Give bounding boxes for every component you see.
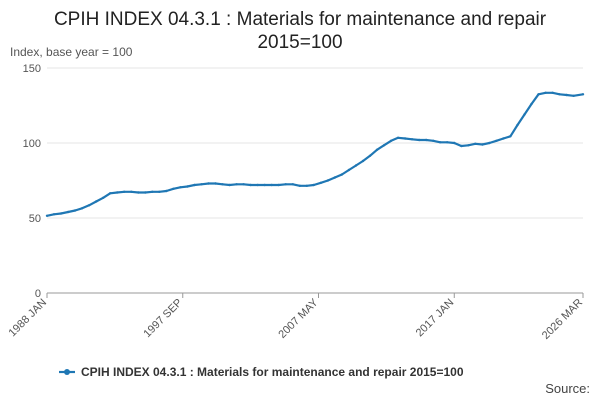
data-point-0-42 — [340, 173, 344, 176]
data-point-0-2 — [59, 212, 63, 215]
data-point-0-51 — [403, 137, 407, 140]
data-point-0-71 — [544, 91, 547, 95]
series-line-0 — [46, 91, 584, 217]
data-point-0-62 — [481, 143, 484, 146]
data-point-0-58 — [453, 141, 456, 145]
data-point-0-18 — [172, 187, 175, 190]
data-point-0-1 — [52, 213, 56, 216]
data-point-0-54 — [425, 138, 428, 142]
data-point-0-8 — [102, 196, 105, 199]
data-point-0-48 — [382, 144, 386, 147]
data-point-0-25 — [221, 183, 224, 186]
data-point-0-27 — [235, 183, 238, 186]
y-tick-label-100: 100 — [23, 138, 41, 150]
data-point-0-57 — [446, 141, 449, 144]
data-point-0-47 — [375, 148, 379, 151]
data-point-0-29 — [249, 183, 252, 187]
data-point-0-23 — [207, 182, 210, 185]
x-tick-label-1: 1997 SEP — [141, 297, 185, 341]
data-point-0-4 — [73, 209, 77, 212]
data-point-0-37 — [305, 184, 308, 187]
data-point-0-69 — [530, 102, 533, 106]
data-point-0-75 — [572, 94, 575, 98]
data-point-0-28 — [242, 183, 245, 186]
data-point-0-45 — [361, 159, 365, 163]
x-tick-label-2: 2007 MAY — [276, 296, 321, 341]
data-point-0-41 — [333, 176, 337, 179]
data-point-0-31 — [263, 183, 266, 187]
data-point-0-22 — [200, 183, 203, 186]
x-tick-label-3: 2017 JAN — [414, 297, 457, 340]
data-point-0-6 — [87, 204, 91, 207]
chart-title-line-2: 2015=100 — [257, 32, 343, 53]
data-point-0-15 — [151, 190, 154, 193]
y-tick-label-150: 150 — [23, 63, 41, 75]
legend-swatch-marker-0 — [64, 369, 70, 375]
data-point-0-56 — [439, 141, 442, 144]
data-point-0-72 — [551, 91, 554, 95]
data-point-0-0 — [45, 214, 49, 217]
data-point-0-7 — [95, 200, 98, 203]
data-point-0-43 — [347, 168, 351, 172]
data-point-0-32 — [270, 183, 273, 187]
data-point-0-52 — [410, 138, 414, 141]
data-point-0-10 — [116, 191, 119, 194]
data-point-0-55 — [432, 139, 435, 142]
data-point-0-40 — [326, 179, 330, 182]
data-point-0-16 — [158, 190, 161, 193]
data-point-0-67 — [516, 123, 519, 127]
x-tick-label-4: 2026 MAR — [540, 297, 585, 342]
data-point-0-26 — [228, 183, 231, 187]
chart-title: CPIH INDEX 04.3.1 : Materials for mainte… — [0, 8, 600, 54]
data-point-0-12 — [130, 190, 133, 193]
data-point-0-53 — [418, 138, 421, 142]
y-tick-label-50: 50 — [29, 213, 41, 225]
data-point-0-30 — [256, 183, 259, 187]
data-point-0-11 — [123, 190, 126, 193]
data-point-0-50 — [396, 136, 400, 139]
data-point-0-3 — [66, 210, 70, 214]
data-point-0-24 — [214, 182, 217, 185]
data-point-0-73 — [558, 93, 561, 96]
legend-label-0: CPIH INDEX 04.3.1 : Materials for mainte… — [81, 365, 464, 379]
data-point-0-35 — [291, 183, 294, 186]
x-tick-label-0: 1988 JAN — [6, 297, 49, 340]
data-point-0-74 — [565, 93, 568, 97]
data-point-0-49 — [389, 139, 393, 142]
data-point-0-76 — [581, 93, 585, 96]
data-point-0-5 — [80, 207, 84, 210]
data-point-0-46 — [368, 154, 372, 157]
data-point-0-33 — [277, 183, 280, 187]
data-point-0-39 — [319, 181, 323, 184]
data-point-0-64 — [495, 139, 498, 142]
data-point-0-63 — [488, 141, 491, 145]
source-label: Source: — [545, 381, 590, 396]
data-point-0-59 — [460, 144, 463, 148]
data-point-0-20 — [186, 185, 189, 188]
data-point-0-61 — [474, 142, 477, 145]
chart-title-line-1: CPIH INDEX 04.3.1 : Materials for mainte… — [53, 9, 547, 30]
data-point-0-65 — [502, 137, 505, 140]
data-point-0-70 — [537, 93, 540, 96]
data-point-0-13 — [137, 191, 140, 194]
data-point-0-60 — [467, 144, 470, 147]
y-tick-label-0: 0 — [35, 288, 41, 300]
data-point-0-19 — [179, 186, 182, 189]
data-point-0-17 — [165, 189, 168, 193]
data-point-0-36 — [298, 184, 301, 187]
data-point-0-66 — [509, 135, 512, 138]
y-axis-label: Index, base year = 100 — [10, 45, 133, 59]
data-point-0-44 — [354, 164, 358, 167]
data-point-0-14 — [144, 191, 147, 194]
data-point-0-9 — [109, 192, 112, 195]
data-point-0-38 — [312, 183, 315, 187]
data-point-0-34 — [284, 183, 287, 186]
data-point-0-21 — [193, 183, 196, 187]
data-point-0-68 — [523, 113, 526, 116]
